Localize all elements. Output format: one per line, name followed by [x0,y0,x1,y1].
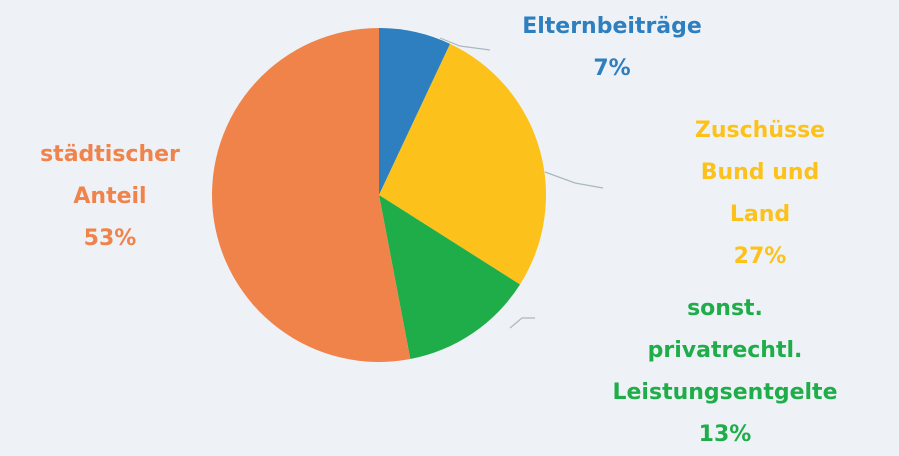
slice-label: Zuschüsse Bund und Land 27% [691,110,830,278]
leader-line [439,37,491,51]
pie-slice [379,195,521,360]
leader-line [544,171,604,189]
page: (() => { const data = JSON.parse(documen… [40,6,838,447]
category-label: Elternbeiträge [522,14,702,39]
category-label: sonst. privatrechtl. Leistungsentgelte [612,296,838,405]
pie-slice [379,43,546,285]
category-label: Zuschüsse Bund und Land [694,118,826,227]
value-label: 27% [733,244,787,269]
value-label: 13% [698,422,752,447]
value-label: 53% [83,226,137,251]
category-label: städtischer Anteil [40,142,180,209]
value-label: 7% [593,56,631,81]
pie-slice [212,28,411,362]
slice-label: Elternbeiträge 7% [522,6,702,90]
pie-slice [379,28,451,195]
slice-label: sonst. privatrechtl. Leistungsentgelte 13… [612,288,837,456]
leader-line [509,317,535,329]
slice-label: städtischer Anteil 53% [40,134,180,260]
chart [212,28,604,362]
